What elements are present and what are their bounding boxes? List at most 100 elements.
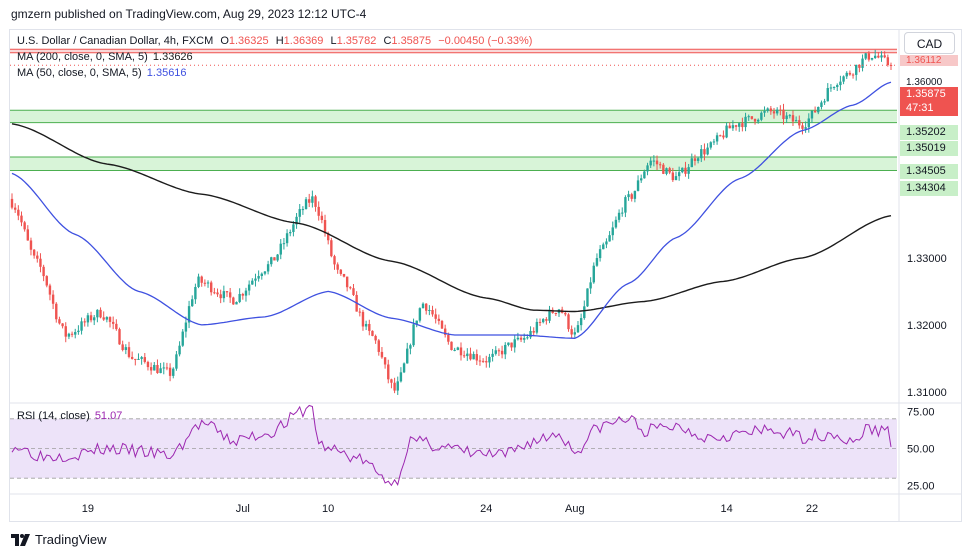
candle-body — [371, 330, 374, 336]
candle-body — [855, 64, 858, 75]
candle-body — [731, 125, 735, 129]
legend-high-label: H — [275, 35, 284, 47]
candle-body — [146, 361, 150, 368]
legend-ma200-label: MA (200, close, 0, SMA, 5) — [17, 51, 148, 63]
candle-body — [719, 135, 722, 137]
candle-body — [159, 368, 162, 374]
candle-body — [832, 87, 836, 89]
legend-rsi-row[interactable]: RSI (14, close) 51.07 — [17, 410, 122, 422]
candle-body — [526, 337, 529, 339]
candle-body — [548, 309, 551, 321]
candle-body — [715, 135, 719, 142]
candle-body — [611, 227, 614, 236]
candle-body — [26, 229, 30, 241]
candle-body — [330, 240, 333, 257]
legend-open: 1.36325 — [228, 35, 269, 47]
candle-body — [428, 309, 431, 311]
candle-body — [194, 286, 197, 300]
candle-body — [643, 171, 646, 179]
candle-body — [456, 347, 460, 350]
candle-body — [453, 349, 456, 351]
candle-body — [415, 320, 418, 325]
candle-body — [605, 241, 608, 245]
candle-body — [807, 118, 810, 128]
candle-body — [93, 317, 96, 321]
rsi-tick-label: 25.00 — [907, 481, 935, 493]
candle-body — [823, 101, 826, 103]
candle-body — [504, 344, 507, 355]
candle-body — [839, 81, 842, 86]
candle-body — [130, 356, 134, 359]
tradingview-logo[interactable]: TradingView — [11, 532, 107, 547]
legend-symbol[interactable]: U.S. Dollar / Canadian Dollar, 4h, FXCM — [17, 35, 214, 47]
candle-body — [181, 331, 184, 346]
candle-body — [709, 142, 712, 148]
candle-body — [115, 323, 118, 330]
candle-body — [627, 194, 630, 198]
candle-body — [671, 172, 675, 181]
price-tag-top-zone: 1.36112 — [900, 55, 958, 66]
candle-body — [488, 356, 491, 363]
candle-body — [529, 330, 532, 338]
candle-body — [257, 276, 260, 279]
price-tag-last: 1.35875 — [900, 87, 958, 102]
candle-body — [801, 125, 804, 129]
candle-body — [172, 368, 175, 376]
candle-body — [238, 293, 241, 302]
candle-body — [798, 120, 801, 126]
candle-body — [481, 360, 485, 362]
candle-body — [349, 287, 352, 289]
candle-body — [519, 337, 523, 340]
candle-body — [516, 337, 520, 340]
candle-body — [541, 319, 545, 323]
tradingview-logo-icon — [11, 533, 30, 546]
candle-body — [579, 318, 583, 326]
candle-body — [681, 167, 684, 173]
candle-body — [402, 363, 406, 373]
candle-body — [747, 116, 750, 118]
candle-body — [886, 57, 890, 66]
currency-button[interactable]: CAD — [904, 32, 955, 54]
candle-body — [39, 258, 42, 267]
candle-body — [434, 314, 437, 319]
candle-body — [137, 358, 140, 360]
candle-body — [364, 323, 368, 327]
candle-body — [108, 317, 112, 322]
price-tag-zone2-bottom: 1.35019 — [900, 141, 958, 156]
price-tag-zone3-bottom: 1.34304 — [900, 181, 958, 196]
candle-body — [301, 209, 305, 211]
candle-body — [614, 219, 618, 228]
candle-body — [270, 257, 273, 265]
candle-body — [317, 206, 320, 216]
candle-body — [728, 125, 731, 129]
candle-body — [769, 108, 773, 112]
candle-body — [668, 168, 671, 173]
candle-body — [292, 224, 295, 233]
candle-body — [241, 293, 245, 296]
legend-ma50-row[interactable]: MA (50, close, 0, SMA, 5) 1.35616 — [17, 67, 187, 79]
candle-body — [216, 292, 219, 295]
candle-body — [393, 382, 396, 391]
candle-body — [228, 292, 232, 298]
candle-body — [744, 116, 747, 128]
candle-body — [750, 116, 754, 119]
candle-body — [662, 164, 665, 174]
candle-body — [282, 243, 286, 245]
legend-change: −0.00450 (−0.33%) — [438, 35, 533, 47]
candle-body — [649, 160, 652, 166]
candle-body — [374, 335, 377, 341]
legend-ma200-row[interactable]: MA (200, close, 0, SMA, 5) 1.33626 — [17, 51, 193, 63]
price-tick-label: 1.33000 — [907, 253, 947, 265]
candle-body — [652, 160, 656, 162]
candle-body — [266, 264, 270, 272]
candle-body — [725, 125, 728, 138]
candle-body — [263, 271, 267, 274]
candle-body — [345, 276, 349, 288]
candle-body — [339, 269, 343, 274]
candle-body — [570, 329, 573, 335]
candle-body — [352, 288, 355, 295]
candle-body — [760, 112, 763, 120]
candle-body — [576, 325, 580, 333]
candle-body — [77, 330, 80, 333]
